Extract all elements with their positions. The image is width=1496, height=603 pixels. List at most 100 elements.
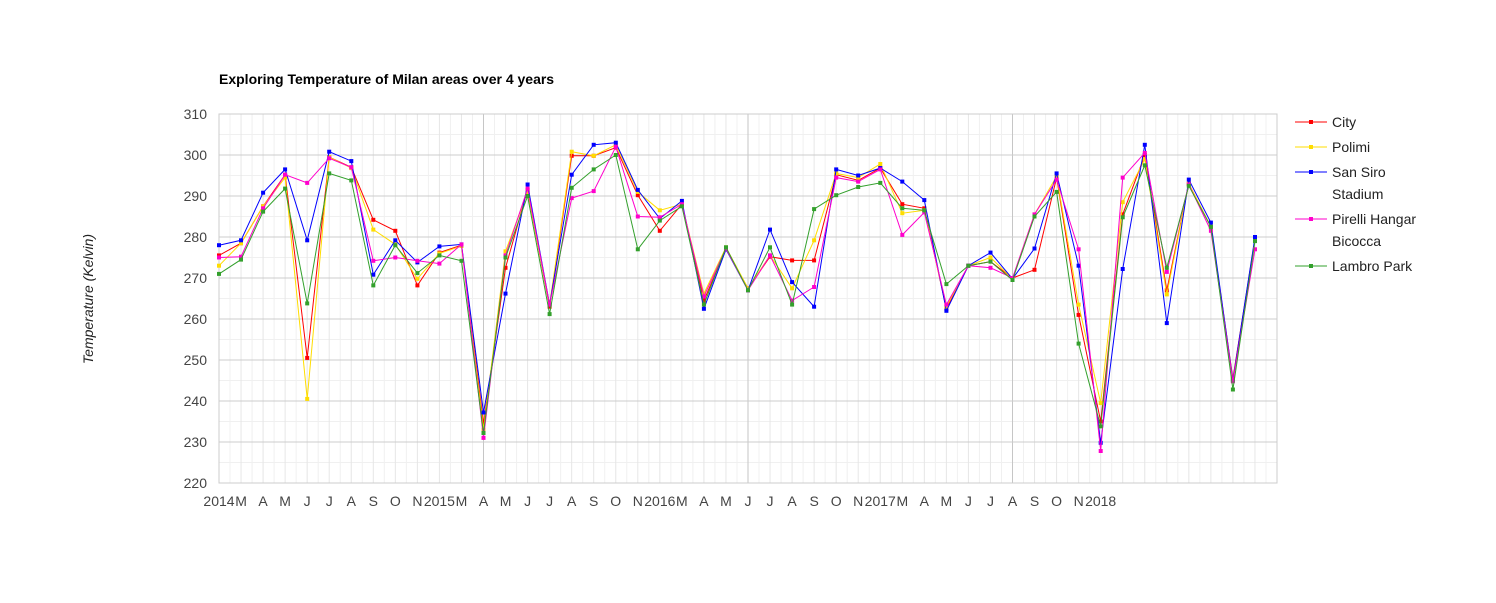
data-point[interactable] [525,186,530,191]
data-point[interactable] [591,167,596,172]
data-point[interactable] [988,259,993,264]
data-point[interactable] [657,218,662,223]
data-point[interactable] [922,208,927,213]
data-point[interactable] [878,162,883,166]
data-point[interactable] [327,156,332,161]
data-point[interactable] [1076,247,1081,252]
data-point[interactable] [459,258,464,263]
data-point[interactable] [283,172,288,177]
data-point[interactable] [283,175,288,180]
data-point[interactable] [657,228,662,233]
data-point[interactable] [525,182,530,187]
data-point[interactable] [591,153,596,158]
data-point[interactable] [415,283,420,288]
data-point[interactable] [657,208,662,213]
data-point[interactable] [856,175,861,180]
data-point[interactable] [217,255,221,260]
data-point[interactable] [834,167,839,172]
data-point[interactable] [878,167,883,172]
data-point[interactable] [261,209,266,214]
data-point[interactable] [1032,212,1037,217]
data-point[interactable] [305,396,310,401]
data-point[interactable] [1098,401,1103,406]
data-point[interactable] [261,206,266,211]
data-point[interactable] [1208,220,1213,225]
data-point[interactable] [724,245,728,250]
data-point[interactable] [746,288,750,293]
data-point[interactable] [569,196,574,201]
data-point[interactable] [613,153,618,157]
data-point[interactable] [812,238,817,243]
data-point[interactable] [503,291,508,296]
data-point[interactable] [481,421,486,426]
data-point[interactable] [459,242,464,247]
data-point[interactable] [415,276,420,281]
data-point[interactable] [349,165,354,170]
data-point[interactable] [790,258,795,263]
data-point[interactable] [988,265,993,270]
data-point[interactable] [393,238,398,243]
data-point[interactable] [239,254,243,259]
data-point[interactable] [812,207,817,212]
data-point[interactable] [944,302,949,307]
data-point[interactable] [1142,163,1147,168]
data-point[interactable] [988,250,993,255]
data-point[interactable] [900,202,905,207]
data-point[interactable] [1186,183,1191,188]
data-point[interactable] [679,198,684,203]
data-point[interactable] [922,210,927,215]
data-point[interactable] [1098,424,1103,429]
data-point[interactable] [1010,278,1015,282]
data-point[interactable] [349,159,354,164]
data-point[interactable] [1032,246,1037,251]
data-point[interactable] [393,228,398,233]
data-point[interactable] [1253,247,1257,252]
data-point[interactable] [878,180,883,185]
data-point[interactable] [1054,177,1059,182]
data-point[interactable] [1164,269,1169,274]
data-point[interactable] [591,189,596,194]
data-point[interactable] [283,167,288,172]
data-point[interactable] [944,304,949,309]
data-point[interactable] [1098,440,1103,445]
data-point[interactable] [1208,224,1213,229]
data-point[interactable] [1164,288,1169,293]
data-point[interactable] [371,227,376,232]
data-point[interactable] [613,140,618,145]
data-point[interactable] [768,227,772,232]
data-point[interactable] [437,244,442,249]
data-point[interactable] [1120,212,1125,217]
data-point[interactable] [790,298,795,303]
data-point[interactable] [1164,292,1169,297]
data-point[interactable] [503,249,508,254]
data-point[interactable] [1076,302,1081,307]
data-point[interactable] [701,294,706,299]
data-point[interactable] [701,291,706,296]
data-point[interactable] [569,153,574,158]
data-point[interactable] [1142,157,1147,162]
data-point[interactable] [371,258,376,263]
legend-item[interactable]: San Siro Stadium [1295,164,1386,202]
data-point[interactable] [1253,239,1257,244]
data-point[interactable] [1164,265,1169,270]
data-point[interactable] [1098,419,1103,424]
data-point[interactable] [1120,200,1125,205]
data-point[interactable] [944,282,949,287]
data-point[interactable] [768,253,772,258]
data-point[interactable] [1230,387,1235,392]
data-point[interactable] [327,149,332,154]
data-point[interactable] [1253,235,1257,239]
data-point[interactable] [349,178,354,183]
data-point[interactable] [327,171,332,176]
data-point[interactable] [1230,379,1235,384]
data-point[interactable] [1120,215,1125,220]
data-point[interactable] [239,238,243,243]
data-point[interactable] [503,265,508,270]
data-point[interactable] [701,306,706,311]
data-point[interactable] [525,194,530,198]
data-point[interactable] [481,431,486,435]
data-point[interactable] [547,312,552,317]
data-point[interactable] [393,243,398,248]
data-point[interactable] [1208,228,1213,233]
data-point[interactable] [217,271,221,276]
